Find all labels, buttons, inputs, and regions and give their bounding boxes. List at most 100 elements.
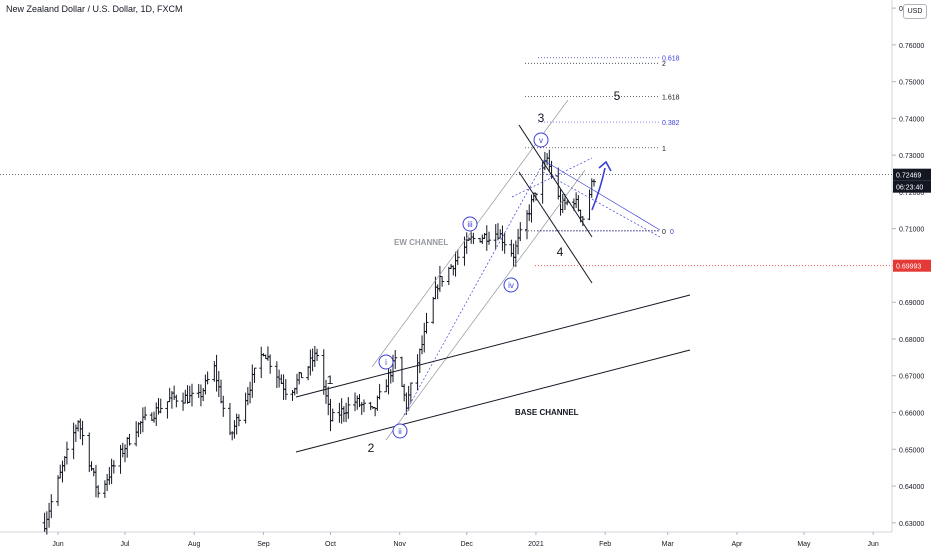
subwave-marker: ii (392, 423, 408, 439)
ohlc-bar (509, 239, 514, 257)
ohlc-bar (196, 384, 201, 398)
ohlc-bar (576, 195, 581, 212)
ohlc-bar (93, 464, 98, 498)
last-price-tag: 0.72469 (893, 168, 931, 181)
y-tick-label: 0.64000 (899, 484, 924, 491)
ohlc-bar (102, 480, 107, 498)
ohlc-bar (384, 379, 389, 393)
y-tick-label: 0.63000 (899, 521, 924, 528)
ohlc-bar (190, 383, 194, 407)
x-tick-label: Dec (460, 541, 473, 548)
ohlc-bar (58, 464, 63, 479)
ohlc-bar (437, 265, 442, 292)
ohlc-bar (341, 406, 346, 423)
y-tick-label: 0.72000 (899, 190, 924, 197)
ohlc-bar (290, 390, 295, 401)
wave-label: 1 (327, 373, 334, 387)
ohlc-bar (125, 437, 130, 458)
countdown-tag-text: 06:23:40 (896, 185, 923, 192)
countdown-tag-bg (893, 180, 931, 193)
ohlc-bar (471, 232, 476, 245)
ohlc-bar (259, 346, 264, 379)
y-tick-label: 0.65000 (899, 447, 924, 454)
ohlc-bar (62, 456, 67, 472)
ohlc-bar (312, 345, 317, 367)
ohlc-bar (408, 382, 413, 403)
ohlc-bar (205, 371, 210, 385)
y-tick-label: 0.76000 (899, 43, 924, 50)
wave-label: 3 (538, 111, 545, 125)
subwave-label: v (539, 136, 543, 145)
ohlc-bar (446, 266, 451, 286)
ohlc-bar (265, 346, 270, 361)
level-price-tag-bg (893, 259, 931, 272)
ohlc-bar (513, 240, 518, 267)
ohlc-bar (248, 381, 253, 404)
y-tick-label: 0.75000 (899, 80, 924, 87)
ohlc-bar (136, 422, 141, 438)
ohlc-bar (560, 193, 565, 213)
ohlc-bar (431, 296, 436, 324)
ohlc-bar (299, 372, 304, 379)
ohlc-bar (96, 485, 101, 498)
ohlc-bar (219, 379, 224, 404)
ohlc-bar (123, 444, 127, 463)
ohlc-bar (533, 192, 538, 201)
ohlc-bar (281, 374, 286, 401)
wave4-channel-lower (518, 171, 593, 284)
subwave-marker: i (378, 354, 394, 370)
ohlc-bar (268, 354, 273, 374)
ohlc-bar (252, 367, 257, 383)
ohlc-bar (89, 461, 94, 471)
ohlc-bar (518, 222, 523, 242)
ohlc-bar (243, 392, 248, 424)
ohlc-bar (245, 387, 250, 406)
ohlc-bar (169, 391, 174, 409)
ohlc-bar (263, 354, 268, 360)
ohlc-bar (516, 228, 521, 255)
projection-arrow-head (598, 160, 612, 172)
ohlc-bar (212, 361, 217, 382)
y-tick-label: 0.71000 (899, 227, 924, 234)
ohlc-bar (64, 441, 69, 465)
ohlc-bar (399, 356, 404, 387)
ohlc-bar (455, 249, 460, 265)
level-price-tag: 0.69993 (893, 259, 931, 272)
ohlc-bar (402, 383, 407, 402)
ohlc-bar (525, 210, 529, 240)
currency-button[interactable]: USD (903, 4, 927, 19)
ohlc-bar (107, 467, 112, 485)
ohlc-bar (422, 322, 427, 353)
y-tick-label: 0.69000 (899, 300, 924, 307)
fib-level-label: 1 (662, 146, 666, 153)
wave-label: 2 (368, 441, 375, 455)
x-tick-label: Feb (599, 541, 611, 548)
x-tick-label: 2021 (528, 541, 544, 548)
ohlc-bar (283, 379, 288, 400)
ohlc-bar (355, 395, 360, 410)
ohlc-bar (346, 397, 351, 419)
y-tick-label: 0.73000 (899, 153, 924, 160)
ohlc-bar (167, 387, 172, 403)
projection-arrow (591, 167, 606, 211)
ohlc-bar (415, 354, 420, 391)
ohlc-bar (417, 348, 422, 374)
ohlc-bar (339, 398, 344, 424)
ew-channel-label: EW CHANNEL (394, 238, 448, 247)
subwave-circle (378, 354, 394, 370)
ohlc-bar (214, 354, 219, 392)
ohlc-bar (274, 361, 279, 389)
ohlc-bar (56, 475, 60, 506)
ohlc-bar (435, 284, 440, 300)
y-tick-label: 0.67000 (899, 374, 924, 381)
fib-level-label: 0 (670, 229, 674, 236)
ohlc-bar (337, 402, 342, 423)
ohlc-bar (47, 502, 52, 528)
subwave-marker: v (533, 132, 549, 148)
ohlc-bar (203, 374, 208, 395)
ohlc-bar (140, 407, 145, 433)
ohlc-bar (127, 433, 132, 446)
x-tick-label: Sep (257, 541, 270, 548)
